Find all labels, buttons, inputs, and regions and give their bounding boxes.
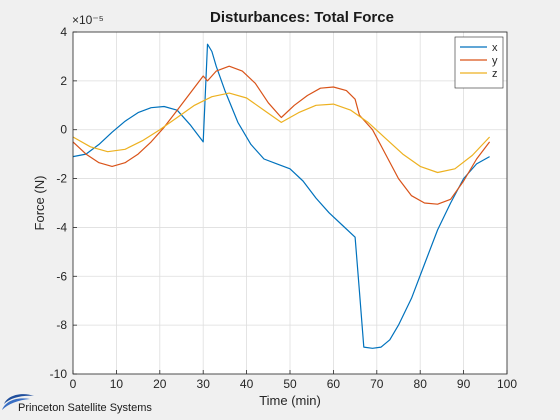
legend: xyz (454, 36, 504, 89)
y-tick-label: -6 (56, 269, 67, 283)
x-tick-label: 100 (497, 377, 517, 391)
legend-box (454, 36, 504, 89)
y-tick-label: -8 (56, 318, 67, 332)
y-tick-label: 4 (60, 25, 67, 39)
legend-label-x: x (492, 42, 498, 54)
logo-swoosh2-icon (2, 398, 30, 410)
logo-swoosh-icon (4, 394, 34, 404)
y-tick-label: -10 (50, 367, 68, 381)
x-tick-label: 10 (110, 377, 124, 391)
x-tick-label: 50 (283, 377, 297, 391)
x-axis-label: Time (min) (259, 393, 321, 408)
tick-labels: 0 10 20 30 40 50 60 70 80 90 100 -10 -8 -6 -4 -2 0 2 4 (50, 25, 518, 391)
y-tick-label: 2 (60, 74, 67, 88)
series-line-y (72, 65, 491, 205)
chart-title: Disturbances: Total Force (210, 9, 394, 26)
x-tick-label: 20 (153, 377, 167, 391)
company-logo: Princeton Satellite Systems (2, 394, 152, 414)
legend-label-z: z (492, 68, 498, 80)
x-tick-label: 80 (414, 377, 428, 391)
y-tick-label: -2 (56, 172, 67, 186)
x-tick-label: 90 (457, 377, 471, 391)
series-line-z (72, 92, 491, 174)
x-tick-label: 0 (70, 377, 77, 391)
x-tick-label: 30 (197, 377, 211, 391)
y-tick-label: -4 (56, 220, 67, 234)
legend-label-y: y (492, 55, 498, 67)
series-line-x (72, 43, 490, 349)
x-tick-label: 70 (370, 377, 384, 391)
plot-lines (72, 43, 491, 349)
x-tick-label: 40 (240, 377, 254, 391)
y-axis-label: Force (N) (32, 176, 47, 231)
logo-text: Princeton Satellite Systems (18, 402, 152, 414)
x-tick-label: 60 (327, 377, 341, 391)
y-tick-label: 0 (60, 123, 67, 137)
y-exponent-label: ×10⁻⁵ (72, 13, 104, 27)
